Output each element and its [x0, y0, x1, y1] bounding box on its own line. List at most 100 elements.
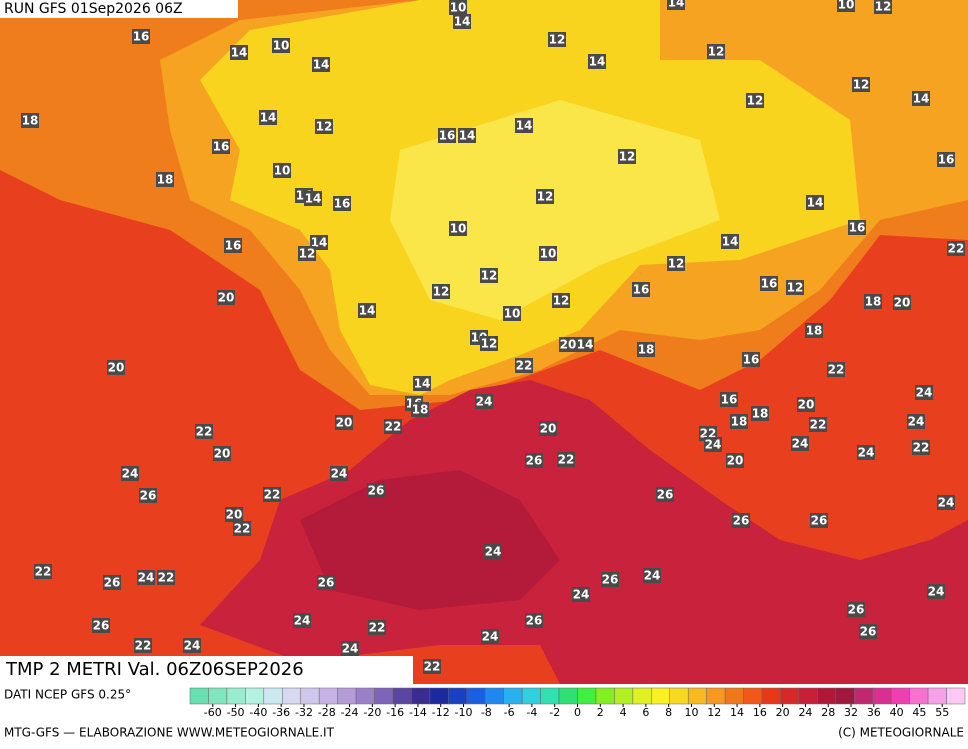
label-box — [134, 638, 152, 653]
color-swatch — [890, 687, 910, 705]
tick-label: 45 — [912, 706, 926, 719]
label-box — [137, 570, 155, 585]
color-swatch — [595, 687, 615, 705]
color-swatch — [411, 687, 431, 705]
temp-label: 24 — [928, 585, 945, 599]
temp-label: 12 — [549, 33, 566, 47]
color-swatch — [780, 687, 800, 705]
color-swatch — [817, 687, 837, 705]
temp-label: 26 — [140, 489, 157, 503]
temp-label: 20 — [894, 296, 911, 310]
temp-label: 14 — [459, 129, 476, 143]
temp-label: 22 — [234, 522, 251, 536]
label-box — [874, 0, 892, 14]
label-box — [21, 113, 39, 128]
label-box — [559, 337, 577, 352]
temp-label: 12 — [481, 337, 498, 351]
label-box — [212, 139, 230, 154]
temp-label: 20 — [108, 361, 125, 375]
copyright: (C) METEOGIORNALE — [838, 726, 964, 740]
temp-label: 12 — [553, 294, 570, 308]
temp-label: 12 — [747, 94, 764, 108]
color-swatch — [835, 687, 855, 705]
temp-label: 26 — [848, 603, 865, 617]
label-box — [413, 376, 431, 391]
label-box — [298, 246, 316, 261]
label-box — [721, 234, 739, 249]
tick-label: -20 — [363, 706, 381, 719]
color-swatch — [927, 687, 947, 705]
label-box — [273, 163, 291, 178]
label-box — [293, 613, 311, 628]
label-box — [213, 446, 231, 461]
label-box — [272, 38, 290, 53]
tick-label: 0 — [574, 706, 581, 719]
label-box — [217, 290, 235, 305]
label-box — [121, 466, 139, 481]
color-swatch — [558, 687, 578, 705]
temp-label: 12 — [787, 281, 804, 295]
label-box — [912, 91, 930, 106]
color-swatch — [374, 687, 394, 705]
label-box — [423, 659, 441, 674]
label-box — [449, 0, 467, 15]
label-box — [539, 421, 557, 436]
temp-label: 26 — [657, 488, 674, 502]
temp-label: 16 — [761, 277, 778, 291]
label-box — [481, 629, 499, 644]
label-box — [667, 0, 685, 10]
temp-label: 12 — [708, 45, 725, 59]
label-box — [224, 238, 242, 253]
map-title: TMP 2 METRI Val. 06Z06SEP2026 — [5, 659, 304, 680]
temp-label: 22 — [385, 420, 402, 434]
temp-label: 22 — [948, 242, 965, 256]
temp-label: 14 — [577, 338, 594, 352]
label-box — [857, 445, 875, 460]
label-box — [915, 385, 933, 400]
label-box — [809, 417, 827, 432]
temp-label: 26 — [602, 573, 619, 587]
temp-label: 24 — [122, 467, 139, 481]
label-box — [333, 196, 351, 211]
label-box — [480, 336, 498, 351]
temp-label: 16 — [743, 353, 760, 367]
temp-label: 14 — [454, 15, 471, 29]
temp-label: 26 — [811, 514, 828, 528]
label-box — [852, 77, 870, 92]
label-box — [797, 397, 815, 412]
land-lightyellow — [390, 100, 720, 320]
label-box — [183, 638, 201, 653]
temp-label: 26 — [860, 625, 877, 639]
color-swatch — [263, 687, 283, 705]
label-box — [92, 618, 110, 633]
temp-label: 26 — [104, 576, 121, 590]
label-box — [907, 414, 925, 429]
label-box — [330, 466, 348, 481]
run-box — [0, 0, 238, 18]
label-box — [503, 306, 521, 321]
tick-label: 36 — [867, 706, 881, 719]
label-box — [103, 575, 121, 590]
color-swatch — [392, 687, 412, 705]
temp-label: 14 — [305, 192, 322, 206]
tick-label: 2 — [597, 706, 604, 719]
temp-label: 14 — [414, 377, 431, 391]
label-box — [643, 568, 661, 583]
label-box — [315, 119, 333, 134]
label-box — [557, 452, 575, 467]
label-box — [667, 256, 685, 271]
temp-label: 18 — [752, 407, 769, 421]
label-box — [539, 246, 557, 261]
label-box — [893, 295, 911, 310]
temp-label: 18 — [22, 114, 39, 128]
label-box — [576, 337, 594, 352]
temp-label: 24 — [138, 571, 155, 585]
temp-label: 14 — [260, 111, 277, 125]
tick-label: 8 — [665, 706, 672, 719]
temp-label: 16 — [633, 283, 650, 297]
label-box — [317, 575, 335, 590]
color-swatch — [282, 687, 301, 705]
color-swatch — [300, 687, 320, 705]
tick-label: 20 — [776, 706, 790, 719]
